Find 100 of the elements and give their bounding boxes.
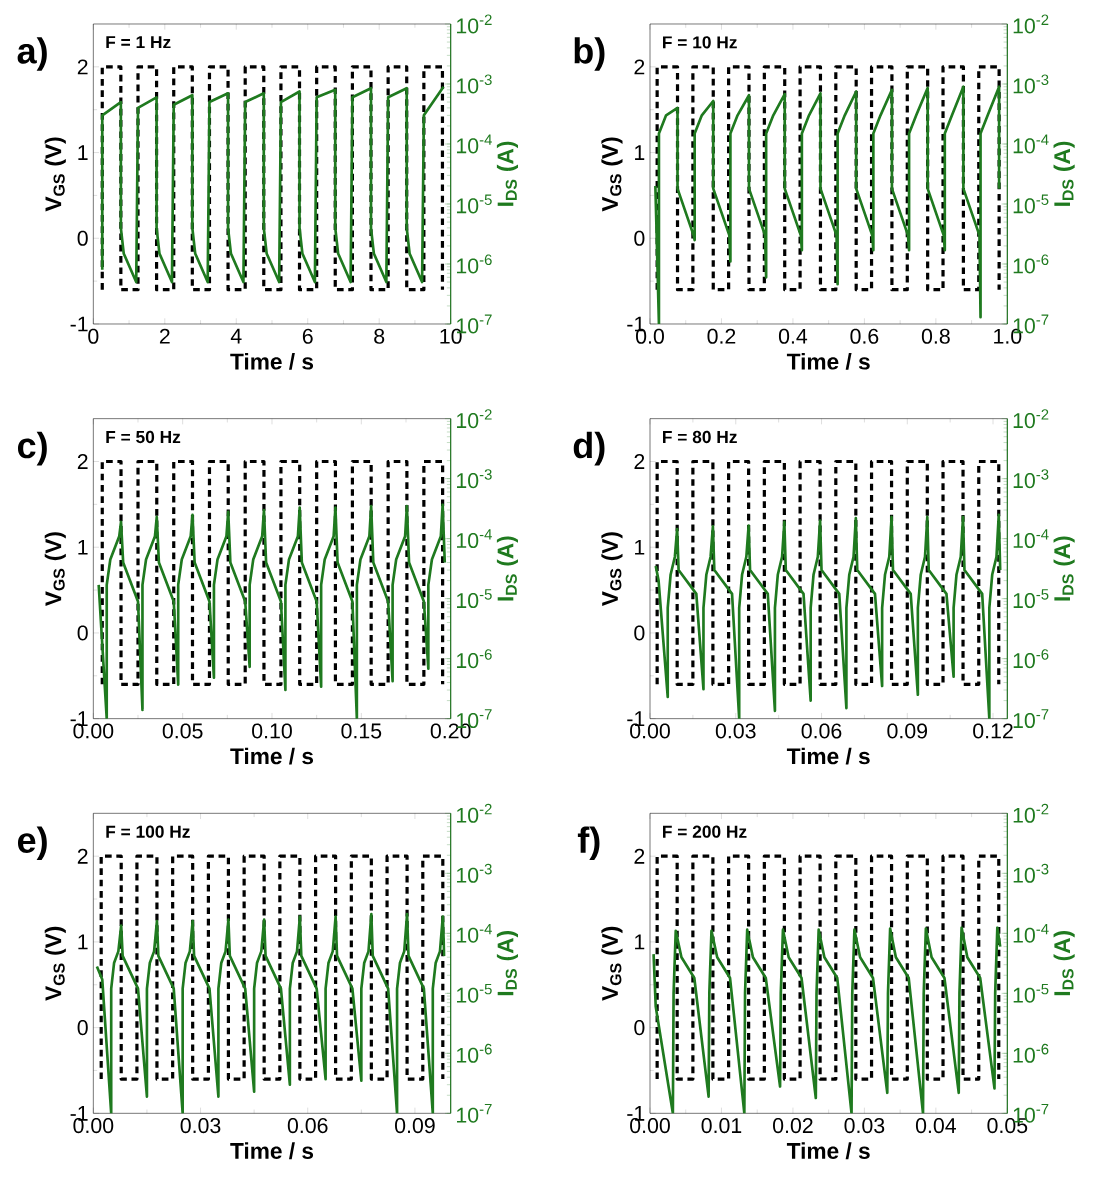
- line-series: [652, 926, 1002, 1114]
- x-tick-label: 0.02: [773, 1118, 813, 1134]
- x-tick-label: 0.06: [287, 1118, 328, 1134]
- y-tick-label: 0: [77, 230, 88, 246]
- x-tick-label: 6: [302, 328, 313, 344]
- y2-tick-label: 10$^{-5}$: [457, 194, 492, 214]
- y-tick-label: 1: [635, 145, 645, 160]
- y2-tick-label: 10$^{-5}$: [1013, 589, 1049, 609]
- y2-tick-label: 10$^{-5}$: [457, 983, 492, 1003]
- chart-title: f): [577, 826, 600, 861]
- y2-axis-title: I$_{DS}$ (A): [496, 141, 519, 206]
- x-axis-title: Time / s: [786, 747, 870, 765]
- y2-tick-label: 10$^{-6}$: [1013, 1043, 1049, 1063]
- y-tick-label: 2: [77, 454, 88, 469]
- y2-axis-title: I$_{DS}$ (A): [496, 536, 519, 601]
- y2-tick-label: 10$^{-2}$: [1013, 803, 1049, 823]
- y-tick-label: 0: [77, 625, 88, 641]
- chart-title: e): [17, 826, 47, 861]
- chart-title: c): [17, 431, 47, 466]
- chart-title: b): [574, 37, 605, 71]
- y2-tick-label: 10$^{-5}$: [1013, 194, 1049, 214]
- y2-tick-label: 10$^{-5}$: [1013, 983, 1049, 1003]
- x-tick-label: 0: [88, 328, 99, 344]
- x-tick-label: 0.09: [395, 1118, 435, 1134]
- y2-tick-label: 10$^{-3}$: [1013, 469, 1049, 489]
- annotation: F = 200 Hz: [663, 825, 747, 838]
- y2-tick-label: 10$^{-6}$: [457, 1043, 492, 1063]
- y-tick-label: 1: [78, 145, 88, 160]
- y2-tick-label: 10$^{-7}$: [457, 1103, 492, 1123]
- y-tick-label: -1: [70, 316, 88, 332]
- y2-tick-label: 10$^{-2}$: [457, 14, 492, 34]
- chart-title: d): [573, 431, 605, 466]
- x-tick-label: 0.8: [921, 328, 950, 344]
- x-tick-label: 0.15: [341, 723, 382, 739]
- y-tick-label: 2: [77, 59, 88, 75]
- y-axis-title: V$_{GS}$ (V): [44, 926, 66, 1001]
- y2-axis-title: I$_{DS}$ (A): [496, 931, 519, 996]
- y2-axis-title: I$_{DS}$ (A): [1053, 141, 1075, 206]
- x-tick-label: 0.6: [850, 328, 879, 344]
- y-tick-label: 2: [634, 454, 645, 469]
- y2-tick-label: 10$^{-4}$: [457, 923, 492, 943]
- y2-tick-label: 10$^{-2}$: [457, 803, 492, 823]
- y2-tick-label: 10$^{-6}$: [457, 649, 492, 669]
- y2-tick-label: 10$^{-4}$: [457, 529, 492, 549]
- x-tick-label: 0.09: [887, 723, 928, 739]
- y2-tick-label: 10$^{-5}$: [457, 589, 492, 609]
- x-axis-title: Time / s: [230, 747, 314, 765]
- x-axis-title: Time / s: [786, 352, 870, 370]
- y2-tick-label: 10$^{-3}$: [457, 863, 492, 883]
- x-tick-label: 0.2: [707, 328, 736, 344]
- y2-tick-label: 10$^{-4}$: [1013, 529, 1049, 549]
- y-tick-label: 1: [635, 934, 645, 950]
- line-series: [654, 85, 1001, 324]
- y2-tick-label: 10$^{-3}$: [457, 469, 492, 489]
- x-tick-label: 8: [374, 328, 385, 344]
- y-axis-title: V$_{GS}$ (V): [601, 926, 623, 1001]
- x-tick-label: 0.01: [701, 1118, 742, 1134]
- y2-tick-label: 10$^{-6}$: [1013, 254, 1049, 274]
- x-tick-label: 4: [230, 328, 242, 344]
- y-tick-label: 1: [78, 934, 88, 950]
- y-tick-label: 2: [77, 848, 88, 864]
- y-axis-title: V$_{GS}$ (V): [44, 532, 66, 607]
- y2-tick-label: 10$^{-7}$: [1013, 709, 1049, 729]
- x-tick-label: 0.05: [162, 723, 203, 739]
- annotation: F = 10 Hz: [663, 36, 737, 49]
- chart-title: a): [17, 37, 47, 71]
- x-tick-label: 0.06: [801, 723, 842, 739]
- y-tick-label: 0: [77, 1020, 88, 1036]
- annotation: F = 80 Hz: [663, 430, 737, 444]
- annotation: F = 100 Hz: [106, 825, 190, 838]
- x-tick-label: 0.04: [915, 1118, 956, 1134]
- y2-tick-label: 10$^{-3}$: [1013, 863, 1049, 883]
- y-axis-title: V$_{GS}$ (V): [601, 532, 623, 607]
- y2-tick-label: 10$^{-4}$: [1013, 923, 1049, 943]
- x-axis-title: Time / s: [230, 352, 314, 370]
- y2-tick-label: 10$^{-6}$: [457, 254, 492, 274]
- y2-axis-title: I$_{DS}$ (A): [1053, 931, 1075, 996]
- y2-tick-label: 10$^{-6}$: [1013, 649, 1049, 669]
- x-tick-label: 0.10: [252, 723, 292, 739]
- annotation: F = 50 Hz: [106, 430, 181, 444]
- y2-tick-label: 10$^{-3}$: [457, 74, 492, 94]
- y-tick-label: 0: [634, 1020, 645, 1036]
- x-tick-label: 0.03: [180, 1118, 221, 1134]
- y2-tick-label: 10$^{-2}$: [1013, 14, 1049, 34]
- x-tick-label: 2: [159, 328, 170, 344]
- y-tick-label: 1: [78, 539, 88, 555]
- y2-tick-label: 10$^{-3}$: [1013, 74, 1049, 94]
- x-axis-title: Time / s: [786, 1142, 870, 1160]
- x-tick-label: 0.03: [715, 723, 756, 739]
- y2-axis-title: I$_{DS}$ (A): [1053, 536, 1075, 601]
- y-tick-label: 2: [634, 59, 645, 75]
- y-tick-label: 0: [634, 625, 645, 641]
- y-axis-title: V$_{GS}$ (V): [44, 137, 66, 212]
- y-axis-title: V$_{GS}$ (V): [601, 137, 623, 212]
- y2-tick-label: 10$^{-2}$: [1013, 409, 1049, 429]
- x-axis-title: Time / s: [230, 1142, 314, 1160]
- x-tick-label: 0.03: [844, 1118, 885, 1134]
- y-tick-label: 0: [634, 230, 645, 246]
- x-tick-label: 0.12: [973, 723, 1013, 739]
- y2-tick-label: 10$^{-4}$: [457, 134, 492, 154]
